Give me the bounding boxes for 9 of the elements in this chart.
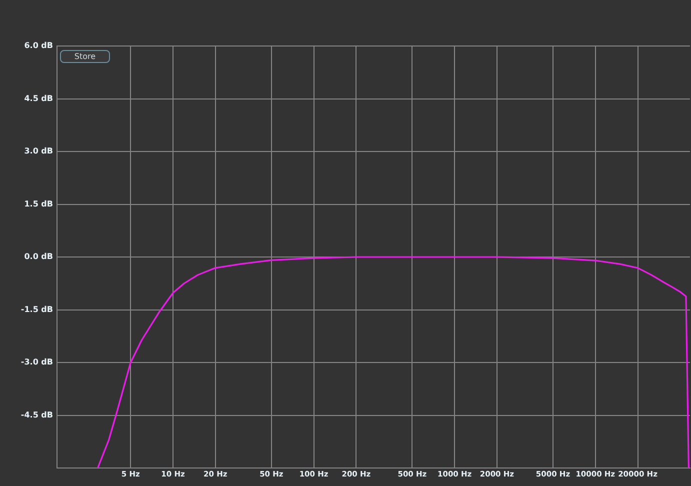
y-tick-label: -1.5 dB <box>20 304 53 314</box>
store-button: Store <box>60 50 110 63</box>
y-tick-label: 4.5 dB <box>24 94 53 103</box>
y-tick-label: -4.5 dB <box>20 410 53 420</box>
y-tick-label: 3.0 dB <box>24 146 53 156</box>
y-tick-label: 1.5 dB <box>24 199 53 208</box>
y-tick-label: 6.0 dB <box>24 41 53 50</box>
y-tick-label: 0.0 dB <box>24 252 53 262</box>
y-tick-label: -3.0 dB <box>20 358 53 367</box>
